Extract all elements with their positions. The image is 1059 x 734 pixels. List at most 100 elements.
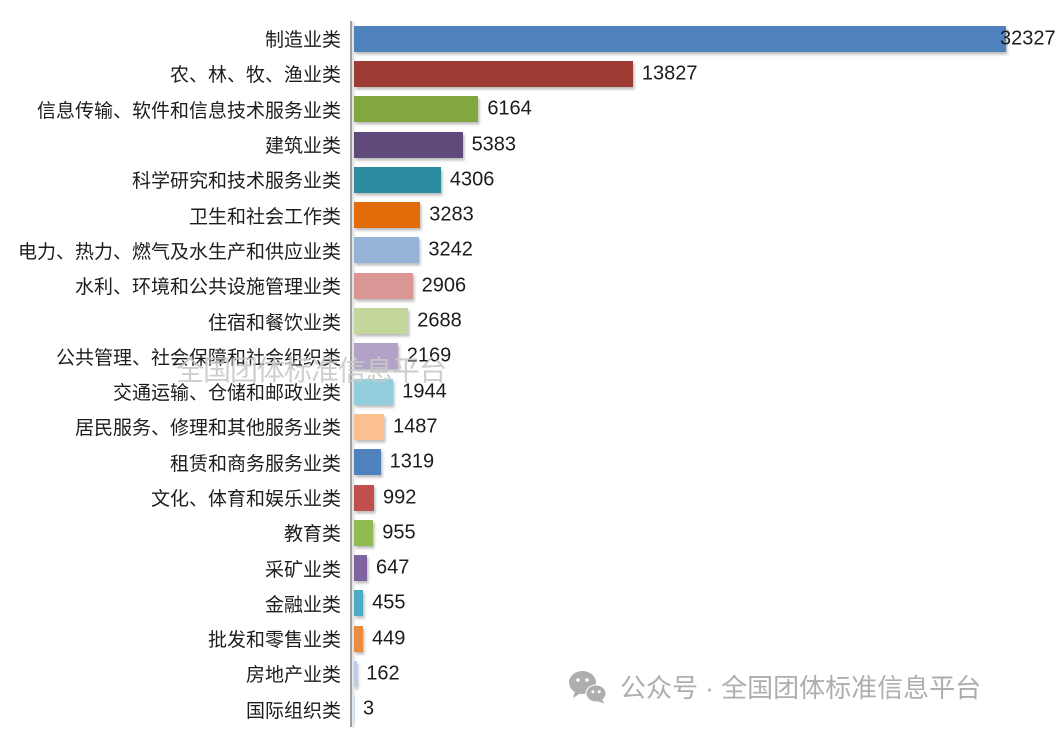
bar-track: 1944 <box>353 374 1059 409</box>
bar-track: 449 <box>353 621 1059 656</box>
chart-row: 租赁和商务服务业类 1319 <box>0 445 1059 480</box>
bar <box>354 96 479 123</box>
bar-track: 13827 <box>353 56 1059 91</box>
value-label: 2688 <box>417 309 462 332</box>
category-label: 批发和零售业类 <box>207 630 341 652</box>
chart-row: 居民服务、修理和其他服务业类 1487 <box>0 409 1059 444</box>
category-label: 水利、环境和公共设施管理业类 <box>74 277 341 299</box>
bar-track: 647 <box>353 550 1059 585</box>
bar-track: 3242 <box>353 233 1059 268</box>
value-label: 1319 <box>389 450 435 473</box>
bar <box>354 696 355 723</box>
bar-track: 992 <box>353 480 1059 515</box>
chart-row: 制造业类 32327 <box>0 21 1059 56</box>
bar <box>354 378 394 405</box>
chart-row: 教育类 955 <box>0 515 1059 550</box>
value-label: 1944 <box>402 380 447 403</box>
chart-row: 住宿和餐饮业类 2688 <box>0 303 1059 338</box>
chart-row: 房地产业类 162 <box>0 656 1059 691</box>
bar <box>354 131 463 158</box>
category-label: 文化、体育和娱乐业类 <box>150 489 341 510</box>
bar <box>354 660 358 687</box>
category-label: 居民服务、修理和其他服务业类 <box>74 418 341 440</box>
bar <box>354 60 633 87</box>
chart-row: 批发和零售业类 449 <box>0 621 1059 656</box>
category-label: 住宿和餐饮业类 <box>207 312 341 334</box>
category-label: 农、林、牧、渔业类 <box>169 65 341 87</box>
category-label: 信息传输、软件和信息技术服务业类 <box>36 100 341 122</box>
chart-row: 卫生和社会工作类 3283 <box>0 197 1059 232</box>
wechat-icon <box>569 670 607 703</box>
chart-row: 农、林、牧、渔业类 13827 <box>0 56 1059 91</box>
category-label: 卫生和社会工作类 <box>188 206 341 228</box>
bar <box>354 237 420 264</box>
bar <box>354 166 441 193</box>
category-label: 建筑业类 <box>264 136 341 158</box>
chart-row: 电力、热力、燃气及水生产和供应业类 3242 <box>0 233 1059 268</box>
value-label: 955 <box>382 521 416 544</box>
y-axis-line <box>350 21 352 727</box>
bar-track: 2906 <box>353 268 1059 303</box>
watermark-bottom-text: 公众号 · 全国团体标准信息平台 <box>620 673 982 703</box>
bar <box>354 343 398 370</box>
bar-track: 5383 <box>353 127 1059 162</box>
bar <box>354 202 421 229</box>
bar-track: 1487 <box>353 409 1059 444</box>
value-label: 13827 <box>641 62 698 85</box>
value-label: 32327 <box>1000 27 1056 50</box>
chart-row: 交通运输、仓储和邮政业类 1944 <box>0 374 1059 409</box>
chart-rows: 制造业类 32327 农、林、牧、渔业类 13827 信息传输、软件和信息技术服… <box>0 21 1059 727</box>
watermark-center: 全国团体标准信息平台 <box>176 355 447 386</box>
value-label: 2906 <box>421 274 467 297</box>
bar-track: 3 <box>353 692 1059 727</box>
bar <box>354 449 381 476</box>
bar <box>354 272 413 299</box>
chart-row: 公共管理、社会保障和社会组织类 2169 <box>0 339 1059 374</box>
bar-track: 3283 <box>353 197 1059 232</box>
value-label: 455 <box>372 591 406 614</box>
bar-track: 1319 <box>353 445 1059 480</box>
category-label: 教育类 <box>283 524 341 546</box>
bar-track: 955 <box>353 515 1059 550</box>
bar-track: 4306 <box>353 162 1059 197</box>
bar-track: 455 <box>353 586 1059 621</box>
bar-track: 162 <box>353 656 1059 691</box>
bar <box>354 590 364 617</box>
value-label: 449 <box>372 627 406 650</box>
value-label: 2169 <box>406 344 452 367</box>
value-label: 162 <box>366 662 400 685</box>
category-label: 公共管理、社会保障和社会组织类 <box>55 347 341 369</box>
value-label: 992 <box>383 486 417 508</box>
category-label: 电力、热力、燃气及水生产和供应业类 <box>17 241 341 263</box>
category-label: 租赁和商务服务业类 <box>169 453 341 475</box>
value-label: 1487 <box>392 415 438 438</box>
chart-row: 水利、环境和公共设施管理业类 2906 <box>0 268 1059 303</box>
bar-track: 2688 <box>353 303 1059 338</box>
chart-row: 文化、体育和娱乐业类 992 <box>0 480 1059 515</box>
bar <box>354 519 374 546</box>
category-label: 交通运输、仓储和邮政业类 <box>112 383 341 405</box>
category-label: 金融业类 <box>264 594 341 616</box>
chart-row: 金融业类 455 <box>0 586 1059 621</box>
chart-row: 采矿业类 647 <box>0 550 1059 585</box>
bar <box>354 484 374 511</box>
value-label: 5383 <box>471 133 517 156</box>
bar-track: 6164 <box>353 92 1059 127</box>
bar <box>354 25 1006 52</box>
bar <box>354 625 364 652</box>
value-label: 3242 <box>428 238 473 261</box>
value-label: 647 <box>376 556 410 579</box>
value-label: 6164 <box>487 97 532 120</box>
category-label: 房地产业类 <box>245 665 341 687</box>
category-label: 制造业类 <box>264 30 341 52</box>
chart-row: 信息传输、软件和信息技术服务业类 6164 <box>0 92 1059 127</box>
chart-row: 建筑业类 5383 <box>0 127 1059 162</box>
category-label: 国际组织类 <box>245 700 341 722</box>
bar-track: 32327 <box>353 21 1059 56</box>
bar <box>354 308 409 335</box>
category-label: 科学研究和技术服务业类 <box>131 171 341 193</box>
value-label: 3283 <box>429 203 474 226</box>
value-label: 3 <box>363 697 375 720</box>
value-label: 4306 <box>449 168 495 191</box>
